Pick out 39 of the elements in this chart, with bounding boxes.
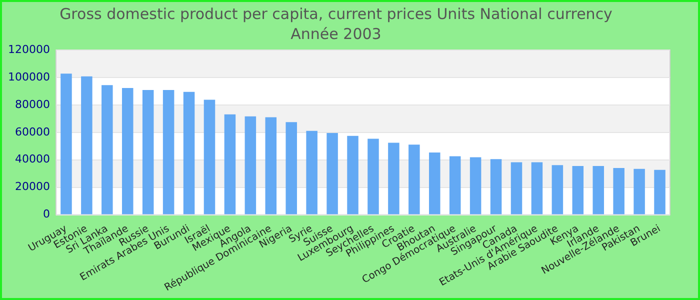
bar xyxy=(286,122,297,214)
bar xyxy=(572,166,584,214)
bar xyxy=(224,114,236,214)
chart-title: Gross domestic product per capita, current prices Units National currency xyxy=(60,4,613,23)
bar xyxy=(552,165,564,214)
bar xyxy=(183,92,195,214)
y-tick-label: 120000 xyxy=(8,42,50,56)
bar xyxy=(162,90,174,214)
bar xyxy=(204,100,216,214)
bar xyxy=(592,166,604,214)
y-tick-label: 80000 xyxy=(14,98,50,111)
bar xyxy=(449,156,461,214)
y-tick-label: 60000 xyxy=(14,125,50,138)
bar xyxy=(634,168,645,214)
y-tick-label: 20000 xyxy=(14,180,50,194)
bar xyxy=(347,136,358,214)
chart-subtitle: Année 2003 xyxy=(290,24,382,43)
bar xyxy=(102,85,113,214)
bar xyxy=(326,132,338,214)
bar xyxy=(490,159,502,214)
bar xyxy=(408,144,420,214)
bar xyxy=(142,90,154,214)
bar xyxy=(81,76,92,214)
bar xyxy=(60,74,72,214)
bar xyxy=(388,142,400,214)
y-tick-label: 100000 xyxy=(8,70,50,84)
y-tick-label: 40000 xyxy=(14,152,50,166)
bar xyxy=(306,130,318,214)
bar xyxy=(470,157,482,214)
bar xyxy=(122,88,134,214)
bar xyxy=(531,162,543,214)
y-tick-label: 0 xyxy=(42,208,50,221)
bar xyxy=(654,170,666,214)
bar xyxy=(510,162,522,214)
bar xyxy=(244,116,256,214)
bar xyxy=(429,152,440,214)
bar xyxy=(613,168,624,214)
bar xyxy=(368,138,379,214)
bar xyxy=(265,117,277,214)
